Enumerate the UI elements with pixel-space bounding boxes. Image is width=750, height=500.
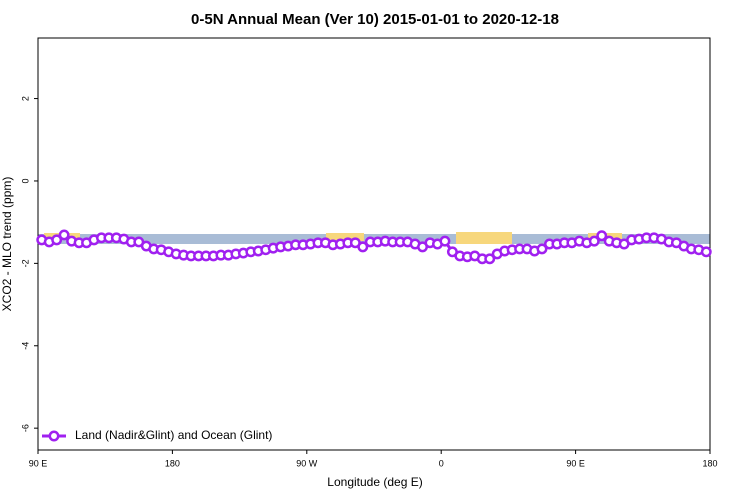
land-band	[456, 232, 512, 244]
x-tick-label: 90 E	[566, 458, 585, 468]
x-tick-label: 90 E	[29, 458, 48, 468]
data-point	[700, 246, 712, 258]
chart-title: 0-5N Annual Mean (Ver 10) 2015-01-01 to …	[191, 11, 559, 28]
legend-marker	[48, 430, 60, 442]
legend-label: Land (Nadir&Glint) and Ocean (Glint)	[75, 428, 272, 442]
x-tick-label: 90 W	[296, 458, 318, 468]
data-point	[536, 243, 548, 255]
y-tick-label: -4	[20, 342, 30, 350]
x-axis-label: Longitude (deg E)	[327, 475, 422, 489]
x-tick-label: 180	[165, 458, 180, 468]
y-tick-label: 2	[20, 96, 30, 101]
data-point	[58, 229, 70, 241]
y-tick-label: 0	[20, 178, 30, 183]
x-tick-label: 180	[702, 458, 717, 468]
x-tick-label: 0	[439, 458, 444, 468]
data-point	[51, 234, 63, 246]
y-axis-label: XCO2 - MLO trend (ppm)	[0, 177, 14, 312]
data-point	[588, 235, 600, 247]
data-point	[357, 241, 369, 253]
plot-frame	[37, 37, 711, 451]
y-tick-label: -2	[20, 259, 30, 267]
land-band	[326, 233, 364, 241]
data-point	[484, 253, 496, 265]
data-point	[596, 230, 608, 242]
data-point	[439, 235, 451, 247]
y-tick-label: -6	[20, 424, 30, 432]
